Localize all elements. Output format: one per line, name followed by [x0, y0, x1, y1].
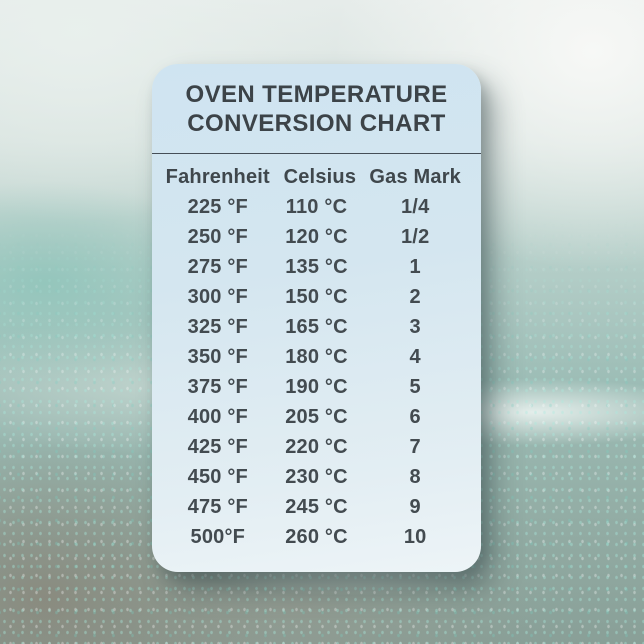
fahrenheit-cell: 450 °F	[187, 465, 248, 488]
gas-mark-cell: 5	[409, 375, 421, 398]
fahrenheit-cell: 350 °F	[187, 345, 248, 368]
celsius-cell: 190 °C	[285, 375, 348, 398]
table-row: 450 °F 230 °C 8	[152, 462, 481, 492]
column-header-gas-mark: Gas Mark	[369, 165, 462, 188]
celsius-cell: 120 °C	[285, 225, 348, 248]
table-row: 425 °F 220 °C 7	[152, 432, 481, 462]
celsius-cell: 230 °C	[285, 465, 348, 488]
celsius-cell: 110 °C	[285, 195, 348, 218]
celsius-cell: 180 °C	[285, 345, 348, 368]
conversion-chart-card: OVEN TEMPERATURE CONVERSION CHART Fahren…	[152, 64, 481, 572]
gas-mark-cell: 3	[409, 315, 421, 338]
table-row: 275 °F 135 °C 1	[152, 252, 481, 282]
column-header-fahrenheit: Fahrenheit	[165, 165, 270, 188]
gas-mark-cell: 1/2	[400, 225, 430, 248]
card-title-line2: CONVERSION CHART	[187, 110, 446, 137]
table-row: 500°F 260 °C 10	[152, 522, 481, 552]
table-row: 475 °F 245 °C 9	[152, 492, 481, 522]
gas-mark-cell: 6	[409, 405, 421, 428]
table-row: 400 °F 205 °C 6	[152, 402, 481, 432]
fahrenheit-cell: 500°F	[190, 525, 246, 548]
gas-mark-cell: 9	[409, 495, 421, 518]
fahrenheit-cell: 325 °F	[187, 315, 248, 338]
column-header-celsius: Celsius	[283, 165, 357, 188]
celsius-cell: 260 °C	[285, 525, 348, 548]
fahrenheit-cell: 225 °F	[187, 195, 248, 218]
fahrenheit-cell: 300 °F	[187, 285, 248, 308]
celsius-cell: 165 °C	[285, 315, 348, 338]
table-row: 325 °F 165 °C 3	[152, 312, 481, 342]
fahrenheit-cell: 425 °F	[187, 435, 248, 458]
gas-mark-cell: 7	[409, 435, 421, 458]
gas-mark-cell: 2	[409, 285, 421, 308]
table-row: 300 °F 150 °C 2	[152, 282, 481, 312]
gas-mark-cell: 8	[409, 465, 421, 488]
table-row: 375 °F 190 °C 5	[152, 372, 481, 402]
fahrenheit-cell: 375 °F	[187, 375, 248, 398]
card-title-line1: OVEN TEMPERATURE	[185, 81, 448, 108]
gas-mark-cell: 4	[409, 345, 421, 368]
table-header-row: Fahrenheit Celsius Gas Mark	[152, 162, 481, 192]
conversion-table: Fahrenheit Celsius Gas Mark 225 °F 110 °…	[152, 162, 481, 552]
fahrenheit-cell: 475 °F	[187, 495, 248, 518]
fahrenheit-cell: 250 °F	[187, 225, 248, 248]
gas-mark-cell: 1	[409, 255, 421, 278]
table-row: 225 °F 110 °C 1/4	[152, 192, 481, 222]
table-row: 250 °F 120 °C 1/2	[152, 222, 481, 252]
celsius-cell: 135 °C	[285, 255, 348, 278]
celsius-cell: 150 °C	[285, 285, 348, 308]
gas-mark-cell: 10	[403, 525, 427, 548]
celsius-cell: 220 °C	[285, 435, 348, 458]
celsius-cell: 245 °C	[285, 495, 348, 518]
fahrenheit-cell: 400 °F	[187, 405, 248, 428]
gas-mark-cell: 1/4	[400, 195, 430, 218]
fahrenheit-cell: 275 °F	[187, 255, 248, 278]
table-row: 350 °F 180 °C 4	[152, 342, 481, 372]
celsius-cell: 205 °C	[285, 405, 348, 428]
card-title: OVEN TEMPERATURE CONVERSION CHART	[152, 64, 481, 138]
divider-line	[152, 153, 481, 154]
